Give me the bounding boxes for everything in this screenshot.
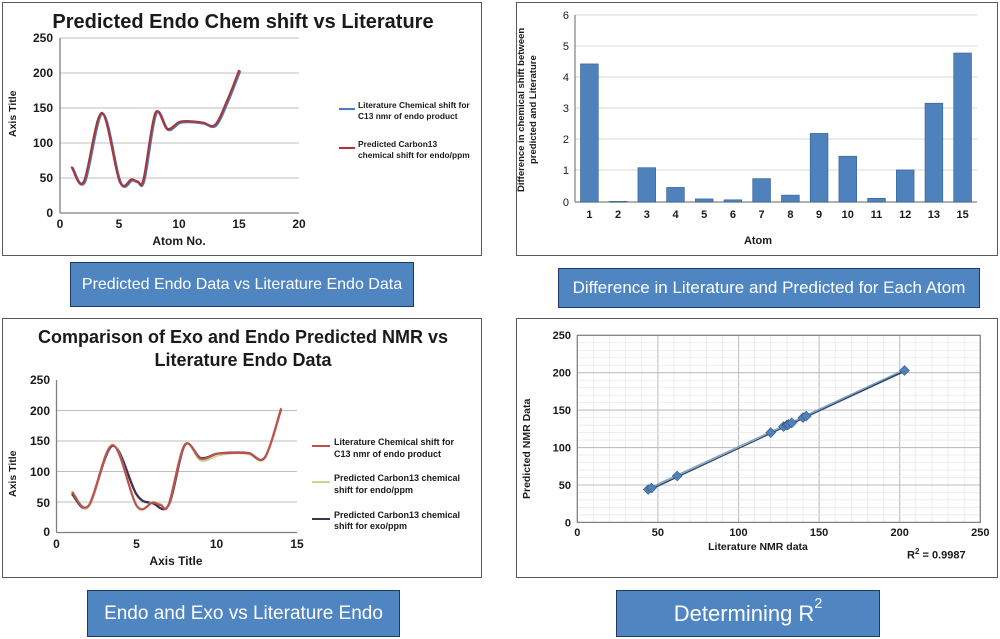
svg-text:150: 150 [810, 527, 828, 539]
svg-text:12: 12 [899, 209, 911, 221]
svg-text:1: 1 [563, 165, 569, 177]
svg-text:2: 2 [615, 209, 621, 221]
svg-text:9: 9 [816, 209, 822, 221]
svg-text:50: 50 [559, 480, 571, 492]
svg-text:0: 0 [43, 525, 50, 539]
svg-text:10: 10 [842, 209, 854, 221]
svg-text:100: 100 [33, 136, 53, 150]
svg-text:15: 15 [290, 537, 304, 551]
svg-text:15: 15 [956, 209, 968, 221]
svg-text:10: 10 [172, 217, 186, 231]
svg-text:50: 50 [652, 527, 664, 539]
svg-text:3: 3 [563, 103, 569, 115]
svg-text:200: 200 [553, 368, 571, 380]
svg-text:250: 250 [553, 330, 571, 342]
svg-text:5: 5 [116, 217, 123, 231]
svg-text:150: 150 [553, 405, 571, 417]
svg-text:2: 2 [563, 134, 569, 146]
svg-text:150: 150 [33, 101, 53, 115]
svg-text:100: 100 [553, 443, 571, 455]
svg-text:200: 200 [30, 404, 50, 418]
svg-text:200: 200 [891, 527, 909, 539]
svg-text:10: 10 [210, 537, 224, 551]
svg-text:4: 4 [563, 72, 569, 84]
svg-text:200: 200 [33, 66, 53, 80]
svg-text:8: 8 [787, 209, 793, 221]
svg-text:Axis Title: Axis Title [149, 554, 202, 568]
svg-text:6: 6 [563, 10, 569, 22]
svg-text:5: 5 [563, 41, 569, 53]
svg-text:0: 0 [565, 517, 571, 529]
svg-text:0: 0 [563, 197, 569, 209]
svg-text:7: 7 [759, 209, 765, 221]
svg-text:0: 0 [53, 537, 60, 551]
svg-text:250: 250 [971, 527, 989, 539]
svg-text:3: 3 [644, 209, 650, 221]
svg-text:250: 250 [33, 31, 53, 45]
svg-text:250: 250 [30, 373, 50, 387]
svg-text:Atom No.: Atom No. [152, 234, 205, 248]
svg-text:13: 13 [928, 209, 940, 221]
svg-text:4: 4 [672, 209, 679, 221]
svg-text:50: 50 [40, 171, 54, 185]
svg-text:50: 50 [37, 496, 51, 510]
svg-text:0: 0 [574, 527, 580, 539]
svg-text:20: 20 [292, 217, 306, 231]
svg-text:11: 11 [871, 209, 883, 221]
svg-text:0: 0 [46, 206, 53, 220]
svg-text:5: 5 [133, 537, 140, 551]
svg-text:15: 15 [232, 217, 246, 231]
svg-text:100: 100 [30, 465, 50, 479]
svg-text:6: 6 [730, 209, 736, 221]
svg-text:5: 5 [701, 209, 707, 221]
svg-text:1: 1 [586, 209, 592, 221]
svg-text:0: 0 [57, 217, 64, 231]
svg-text:150: 150 [30, 434, 50, 448]
svg-text:100: 100 [729, 527, 747, 539]
